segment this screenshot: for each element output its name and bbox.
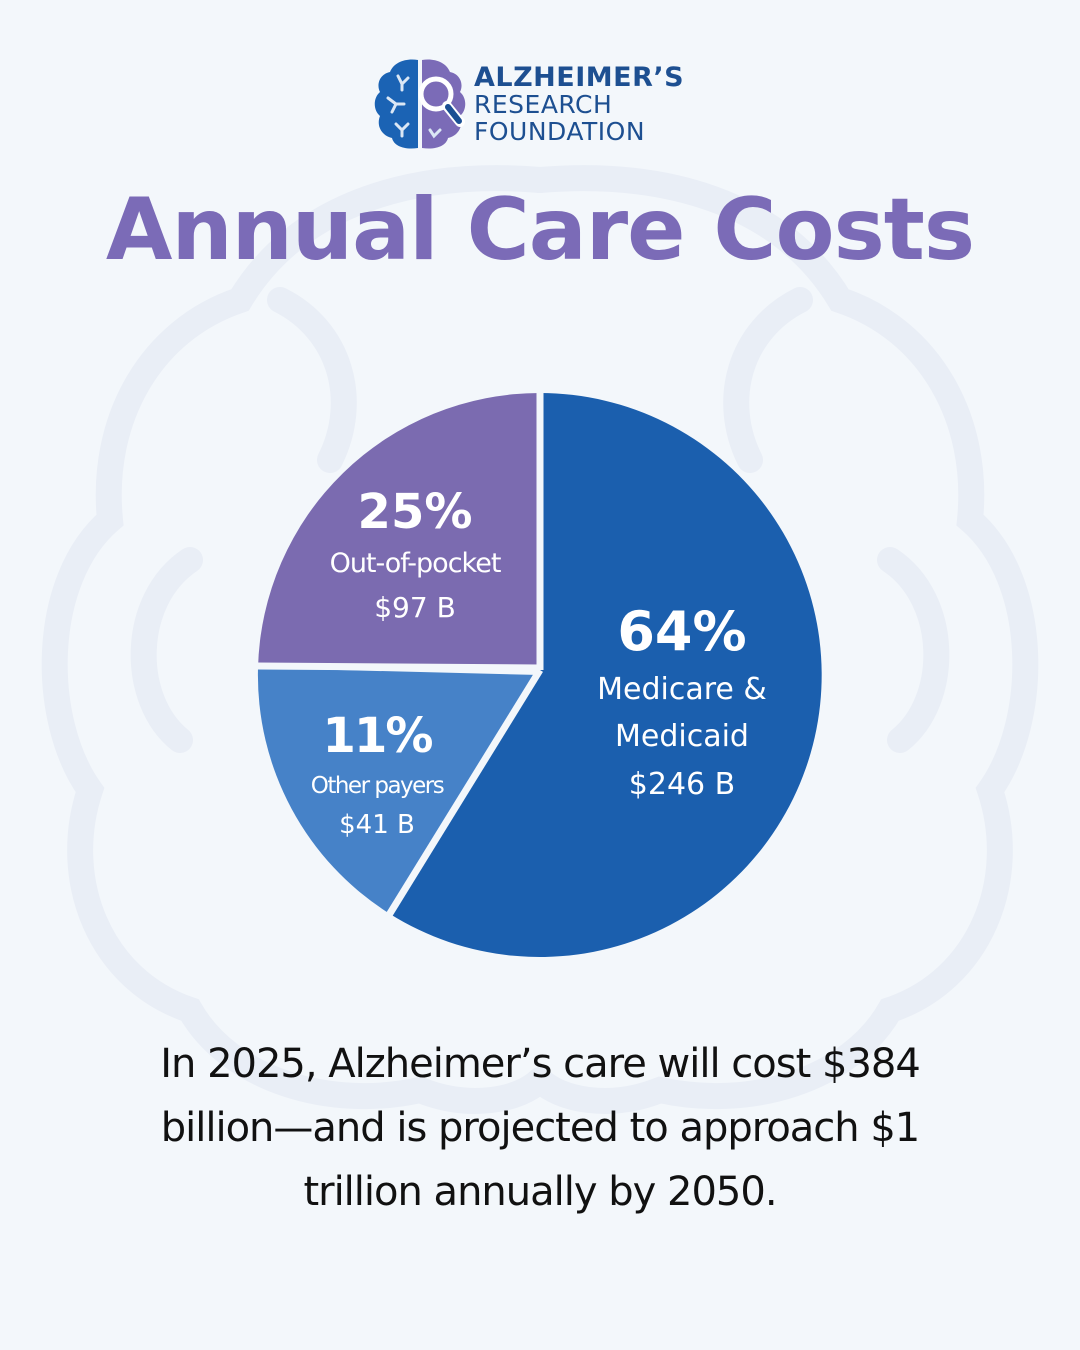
medicare-name-line-1: Medicare & bbox=[597, 672, 767, 707]
other-payers-percent: 11% bbox=[322, 708, 434, 764]
slice-other-payers bbox=[257, 668, 540, 914]
logo-line-3: FOUNDATION bbox=[474, 116, 646, 146]
out-of-pocket-percent: 25% bbox=[357, 484, 473, 540]
caption: In 2025, Alzheimer’s care will cost $384… bbox=[110, 1032, 970, 1224]
slice-out-of-pocket bbox=[258, 393, 540, 668]
medicare-percent: 64% bbox=[617, 600, 747, 663]
brain-magnifier-icon bbox=[374, 59, 466, 149]
medicare-name-line-2: Medicaid bbox=[615, 719, 749, 754]
other-payers-amount: $41 B bbox=[339, 810, 415, 840]
page-title: Annual Care Costs bbox=[105, 180, 975, 280]
other-payers-name: Other payers bbox=[310, 773, 445, 799]
logo-text: ALZHEIMER’S RESEARCH FOUNDATION bbox=[474, 64, 684, 145]
caption-line-2: billion—and is projected to approach $1 bbox=[160, 1105, 921, 1151]
label-medicare-medicaid: 64% Medicare & Medicaid $246 B bbox=[572, 598, 792, 810]
out-of-pocket-amount: $97 B bbox=[374, 591, 456, 624]
logo-line-2: RESEARCH bbox=[474, 89, 613, 119]
slice-medicare bbox=[390, 393, 822, 957]
label-other-payers: 11% Other payers $41 B bbox=[292, 706, 462, 844]
caption-line-1: In 2025, Alzheimer’s care will cost $384 bbox=[160, 1041, 921, 1087]
logo-line-1: ALZHEIMER’S bbox=[474, 61, 685, 93]
logo: ALZHEIMER’S RESEARCH FOUNDATION bbox=[372, 54, 684, 154]
medicare-amount: $246 B bbox=[628, 767, 736, 802]
out-of-pocket-name: Out-of-pocket bbox=[329, 548, 502, 579]
caption-line-3: trillion annually by 2050. bbox=[303, 1169, 777, 1215]
label-out-of-pocket: 25% Out-of-pocket $97 B bbox=[300, 482, 530, 630]
